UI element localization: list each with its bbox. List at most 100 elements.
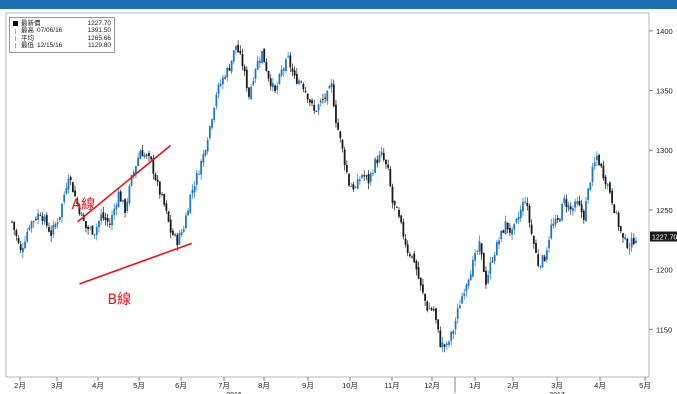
candle-body bbox=[348, 173, 350, 186]
candle-body bbox=[113, 208, 116, 216]
legend-low-value: 1129.80 bbox=[87, 42, 111, 50]
candle-body bbox=[411, 255, 413, 258]
candle-body bbox=[500, 230, 503, 240]
candle-body bbox=[361, 174, 363, 178]
candle-body bbox=[363, 175, 366, 177]
candle-body bbox=[248, 87, 250, 97]
candle-body bbox=[176, 234, 179, 246]
candle-body bbox=[578, 200, 581, 206]
candle-body bbox=[369, 173, 372, 182]
candle-body bbox=[415, 261, 418, 270]
candle-body bbox=[143, 154, 146, 158]
candle-body bbox=[328, 86, 331, 89]
candle-body bbox=[202, 154, 205, 163]
legend-high-date: 07/06/16 bbox=[37, 27, 63, 35]
legend-last-value: 1227.70 bbox=[87, 20, 112, 27]
x-tick-label: 5月 bbox=[133, 381, 145, 390]
candle-body bbox=[354, 186, 357, 188]
candle-body bbox=[41, 216, 44, 221]
candle-body bbox=[189, 194, 192, 213]
candle-body bbox=[274, 85, 276, 92]
candle-body bbox=[174, 234, 176, 236]
candle-body bbox=[152, 158, 155, 174]
candle-body bbox=[282, 68, 285, 72]
y-tick-label: 1150 bbox=[656, 325, 672, 334]
candle-body bbox=[156, 179, 159, 183]
candle-body bbox=[606, 184, 609, 186]
candle-body bbox=[71, 182, 74, 193]
candle-body bbox=[15, 230, 18, 236]
candle-body bbox=[524, 201, 527, 203]
square-marker-icon bbox=[13, 21, 18, 27]
last-price-tag-label: 1227.70 bbox=[652, 235, 677, 242]
candle-body bbox=[313, 104, 316, 111]
candle-body bbox=[280, 69, 283, 76]
candle-body bbox=[17, 237, 20, 243]
range-line-icon bbox=[15, 36, 16, 42]
candle-body bbox=[619, 226, 622, 232]
y-tick-label: 1400 bbox=[656, 27, 673, 36]
candle-body bbox=[602, 165, 605, 179]
candle-body bbox=[32, 220, 35, 223]
candle-body bbox=[187, 210, 190, 216]
legend-high-label: 最高 bbox=[21, 27, 34, 35]
candle-body bbox=[217, 84, 220, 94]
candle-body bbox=[487, 275, 490, 283]
candle-body bbox=[628, 248, 631, 250]
candle-body bbox=[367, 174, 370, 184]
candle-body bbox=[104, 217, 107, 221]
axes-layer: 1150 1200 1250 1300 1350 1400 2月 3月 4月 5月 6月 7月 8月 9月… bbox=[5, 12, 673, 394]
candle-body bbox=[422, 284, 424, 293]
year-label: 2017 bbox=[549, 392, 565, 394]
candle-body bbox=[517, 216, 520, 220]
candle-body bbox=[332, 84, 335, 107]
candle-body bbox=[376, 159, 379, 164]
candle-body bbox=[572, 208, 574, 212]
candle-body bbox=[467, 279, 470, 286]
candle-body bbox=[121, 199, 124, 202]
candle-body bbox=[495, 242, 498, 256]
candle-body bbox=[441, 342, 444, 348]
candle-body bbox=[582, 210, 585, 220]
candle-body bbox=[171, 230, 174, 236]
candle-body bbox=[598, 154, 600, 166]
trend-line bbox=[79, 242, 193, 285]
candle-body bbox=[461, 296, 463, 304]
candle-body bbox=[200, 160, 203, 175]
candle-body bbox=[76, 198, 79, 205]
range-line-icon bbox=[15, 28, 16, 34]
candle-body bbox=[567, 205, 570, 210]
candle-body bbox=[343, 149, 346, 166]
candle-body bbox=[624, 237, 627, 240]
candle-body bbox=[250, 86, 253, 99]
legend-row-low: 最低 12/15/16 1129.80 bbox=[13, 42, 111, 49]
candle-body bbox=[54, 223, 57, 228]
candle-body bbox=[559, 218, 561, 222]
candle-body bbox=[413, 253, 416, 263]
candle-body bbox=[43, 216, 46, 222]
candle-body bbox=[213, 107, 216, 121]
candle-body bbox=[574, 201, 577, 208]
x-tick-label: 2月 bbox=[14, 381, 26, 390]
candle-body bbox=[385, 159, 387, 165]
candle-body bbox=[532, 236, 535, 244]
candle-body bbox=[193, 186, 196, 193]
candle-body bbox=[224, 77, 226, 79]
candle-body bbox=[489, 262, 492, 274]
x-tick-label: 2月 bbox=[507, 381, 519, 390]
y-tick-label: 1300 bbox=[656, 146, 673, 155]
candle-body bbox=[50, 230, 53, 236]
x-tick-label: 3月 bbox=[51, 381, 63, 390]
candle-body bbox=[165, 203, 168, 211]
candle-body bbox=[252, 80, 255, 85]
x-tick-label: 6月 bbox=[175, 381, 187, 390]
candle-body bbox=[241, 54, 244, 67]
candle-body bbox=[548, 239, 550, 249]
candle-body bbox=[178, 233, 181, 245]
candle-body bbox=[445, 343, 448, 346]
candle-body bbox=[263, 48, 266, 63]
candle-body bbox=[530, 224, 533, 234]
candle-body bbox=[398, 210, 400, 217]
y-tick-label: 1250 bbox=[656, 206, 673, 215]
candle-body bbox=[126, 201, 129, 211]
